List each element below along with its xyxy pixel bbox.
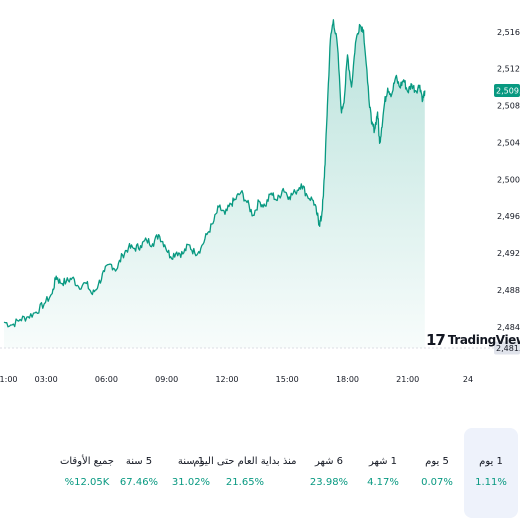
- period-tab[interactable]: 1 سنة 31.02%: [164, 428, 218, 518]
- low-price-badge: [494, 341, 520, 355]
- x-tick-label: 21:00: [396, 375, 419, 384]
- period-selector: 1 يوم 1.11% 5 يوم 0.07% 1 شهر 4.17% 6 شهر 23.98…: [0, 428, 520, 520]
- period-tab-change: 23.98%: [309, 477, 349, 488]
- period-tab-change: 21.65%: [225, 477, 265, 488]
- period-tab[interactable]: 1 يوم 1.11%: [464, 428, 518, 518]
- period-tab-change: 67.46%: [119, 477, 159, 488]
- x-tick-label: 15:00: [276, 375, 299, 384]
- tradingview-logo: 17 TradingView: [426, 330, 520, 350]
- period-tab-change: 31.02%: [171, 477, 211, 488]
- period-tab-label: منذ بداية العام حتى اليوم: [193, 456, 297, 467]
- y-tick-label: 2,516.00: [497, 28, 520, 37]
- y-tick-label: 2,488.00: [497, 286, 520, 295]
- period-tab[interactable]: جميع الأوقات 12.05K%: [60, 428, 114, 518]
- x-tick-label: 12:00: [215, 375, 238, 384]
- period-tab-label: 5 يوم: [425, 456, 449, 467]
- period-tab-label: 5 سنة: [125, 456, 153, 467]
- x-tick-label: 09:00: [155, 375, 178, 384]
- current-price-label: 2,509.63: [496, 87, 520, 96]
- x-tick-label: 24: [463, 375, 473, 384]
- y-tick-label: 2,512.00: [497, 65, 520, 74]
- period-tab[interactable]: 1 شهر 4.17%: [356, 428, 410, 518]
- period-tab-change: 1.11%: [475, 477, 507, 488]
- y-tick-label: 2,508.00: [497, 102, 520, 111]
- price-area-fill: [4, 19, 425, 349]
- tradingview-logo-icon: 17: [426, 331, 446, 349]
- x-tick-label: 01:00: [0, 375, 18, 384]
- period-tab-label: 1 شهر: [368, 456, 398, 467]
- x-tick-label: 03:00: [35, 375, 58, 384]
- y-tick-label: 2,492.00: [497, 249, 520, 258]
- current-price-badge: [494, 84, 520, 97]
- y-tick-label: 2,504.00: [497, 138, 520, 147]
- y-tick-label: 2,500.00: [497, 175, 520, 184]
- period-tab-label: 6 شهر: [314, 456, 344, 467]
- period-tab-label: 1 سنة: [177, 456, 205, 467]
- low-price-label: 2,481.70: [496, 344, 520, 353]
- period-tab[interactable]: 5 يوم 0.07%: [410, 428, 464, 518]
- period-tab[interactable]: منذ بداية العام حتى اليوم 21.65%: [190, 428, 300, 518]
- y-tick-label: 2,484.00: [497, 323, 520, 332]
- price-line[interactable]: [3, 19, 426, 328]
- x-tick-label: 06:00: [95, 375, 118, 384]
- period-tab[interactable]: 6 شهر 23.98%: [302, 428, 356, 518]
- price-chart[interactable]: 2,484.00 2,488.00 2,492.00 2,496.00 2,500.00…: [0, 0, 520, 400]
- period-tab-label: 1 يوم: [479, 456, 503, 467]
- period-tab-change: 12.05K%: [64, 477, 110, 488]
- period-tab-change: 0.07%: [421, 477, 453, 488]
- period-tab[interactable]: 5 سنة 67.46%: [112, 428, 166, 518]
- period-tab-label: جميع الأوقات: [59, 456, 114, 467]
- tradingview-logo-text: TradingView: [447, 333, 520, 347]
- x-tick-label: 18:00: [336, 375, 359, 384]
- period-tab-change: 4.17%: [367, 477, 399, 488]
- y-tick-label: 2,496.00: [497, 212, 520, 221]
